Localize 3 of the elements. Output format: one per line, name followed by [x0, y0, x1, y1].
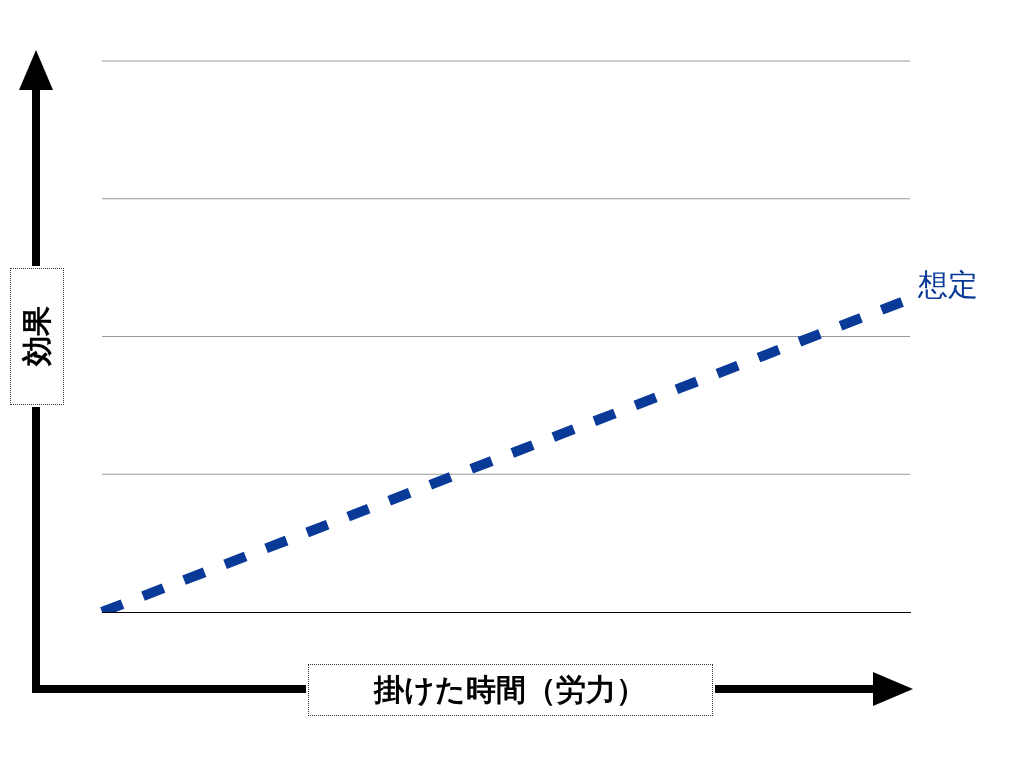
x-axis-title: 掛けた時間（労力） — [374, 670, 646, 709]
series-label: 想定 — [917, 266, 978, 302]
y-axis-title: 効果 — [17, 306, 55, 366]
